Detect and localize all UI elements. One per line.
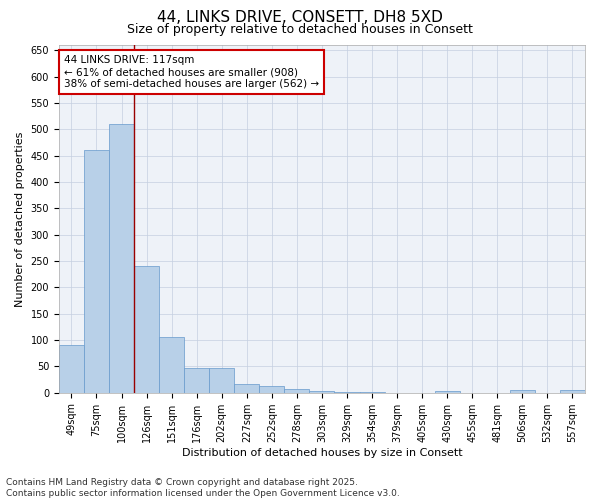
- Bar: [259, 386, 284, 392]
- Bar: [434, 391, 460, 392]
- Y-axis label: Number of detached properties: Number of detached properties: [15, 131, 25, 306]
- Bar: [209, 368, 234, 392]
- Bar: [134, 266, 159, 392]
- Bar: [310, 391, 334, 392]
- Bar: [284, 389, 310, 392]
- Bar: [234, 384, 259, 392]
- Text: Contains HM Land Registry data © Crown copyright and database right 2025.
Contai: Contains HM Land Registry data © Crown c…: [6, 478, 400, 498]
- Text: Size of property relative to detached houses in Consett: Size of property relative to detached ho…: [127, 22, 473, 36]
- Text: 44, LINKS DRIVE, CONSETT, DH8 5XD: 44, LINKS DRIVE, CONSETT, DH8 5XD: [157, 10, 443, 25]
- Bar: [109, 124, 134, 392]
- Bar: [84, 150, 109, 392]
- X-axis label: Distribution of detached houses by size in Consett: Distribution of detached houses by size …: [182, 448, 462, 458]
- Bar: [59, 346, 84, 393]
- Bar: [560, 390, 585, 392]
- Bar: [184, 368, 209, 392]
- Bar: [510, 390, 535, 392]
- Bar: [159, 338, 184, 392]
- Text: 44 LINKS DRIVE: 117sqm
← 61% of detached houses are smaller (908)
38% of semi-de: 44 LINKS DRIVE: 117sqm ← 61% of detached…: [64, 56, 319, 88]
